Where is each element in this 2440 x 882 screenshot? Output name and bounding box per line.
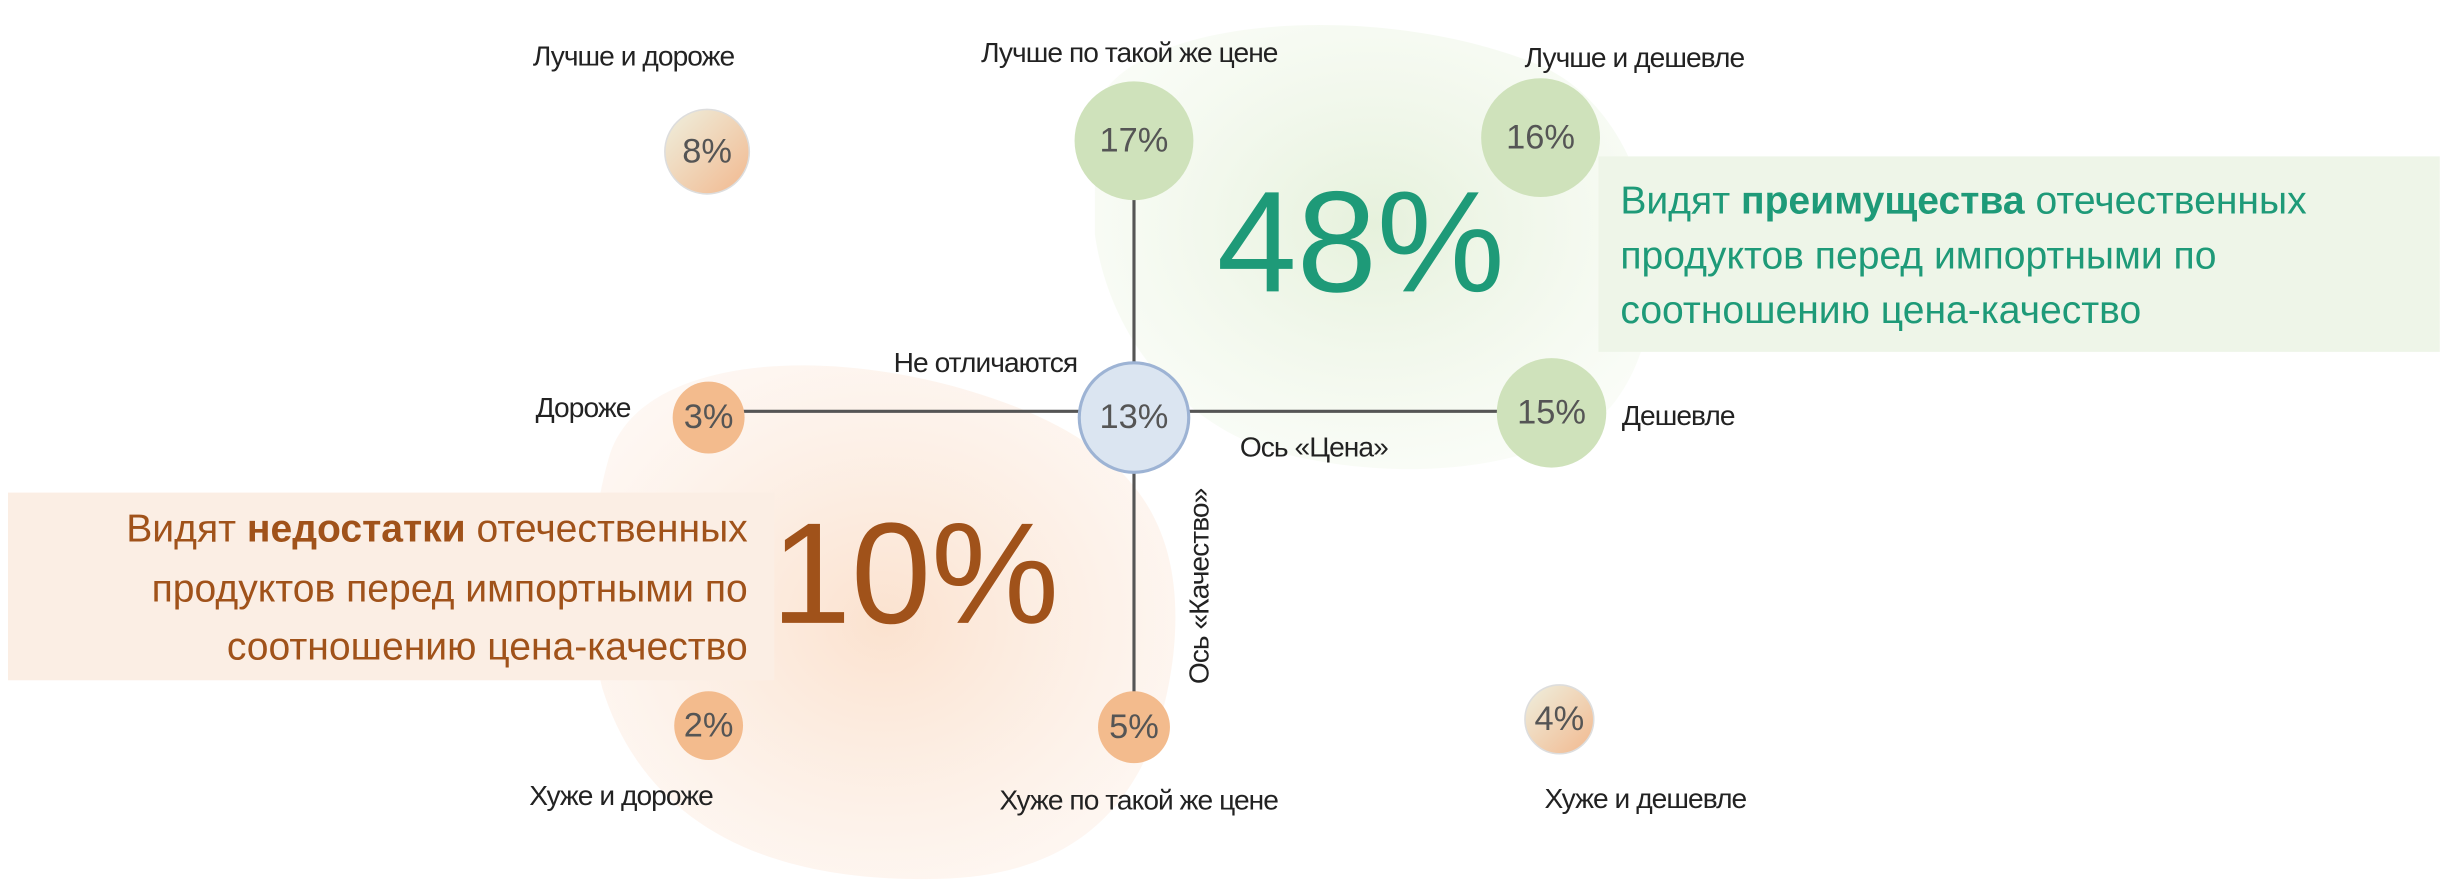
node-label: Лучше и дороже <box>533 40 735 71</box>
text-bold: преимущества <box>1741 180 2025 223</box>
node-label: Хуже и дороже <box>529 780 713 811</box>
text-part: отечественных <box>2035 180 2307 223</box>
node-value: 4% <box>1534 700 1584 738</box>
advantages-text: продуктов перед импортными по <box>1620 234 2216 277</box>
node-circle <box>1074 81 1194 201</box>
node-circle <box>1098 691 1170 764</box>
disadvantages-box <box>8 492 775 681</box>
node-label: Хуже и дешевле <box>1544 783 1746 814</box>
node-circle <box>1524 684 1595 755</box>
price-axis-label: Ось «Цена» <box>1240 431 1388 462</box>
node-value: 17% <box>1100 121 1169 159</box>
disadvantages-text: Видят недостатки отечественных <box>126 508 748 551</box>
advantages-box <box>1598 156 2440 352</box>
node-value: 15% <box>1517 394 1586 432</box>
node-label: Лучше и дешевле <box>1525 42 1745 73</box>
node-value: 16% <box>1506 118 1575 156</box>
node-label: Дешевле <box>1622 400 1735 431</box>
text-bold: недостатки <box>247 508 466 551</box>
node-value: 3% <box>684 398 734 436</box>
disadvantages-text: соотношению цена-качество <box>227 625 748 668</box>
node-circle <box>672 381 745 454</box>
advantages-percent: 48% <box>1217 162 1505 322</box>
node-label: Дороже <box>536 392 631 423</box>
node-label: Лучше по такой же цене <box>981 37 1278 68</box>
text-part: отечественных <box>477 508 749 551</box>
node-circle <box>664 108 751 195</box>
node-circle <box>1077 361 1191 474</box>
disadvantages-percent: 10% <box>771 494 1059 654</box>
node-circle <box>1481 78 1601 198</box>
text-part: Видят <box>126 508 236 551</box>
text-part: Видят <box>1620 180 1730 223</box>
node-circle <box>1496 358 1607 468</box>
node-label: Хуже по такой же цене <box>999 785 1278 816</box>
quality-axis-label: Ось «Качество» <box>1184 488 1215 684</box>
node-value: 8% <box>682 132 732 170</box>
node-value: 5% <box>1109 708 1159 746</box>
advantages-text: Видят преимущества отечественных <box>1620 180 2307 223</box>
advantages-text: соотношению цена-качество <box>1620 289 2141 332</box>
disadvantages-text: продуктов перед импортными по <box>152 567 748 610</box>
node-value: 2% <box>684 706 734 744</box>
node-circle <box>674 691 744 761</box>
node-value: 13% <box>1100 398 1169 436</box>
node-label: Не отличаются <box>894 347 1078 378</box>
